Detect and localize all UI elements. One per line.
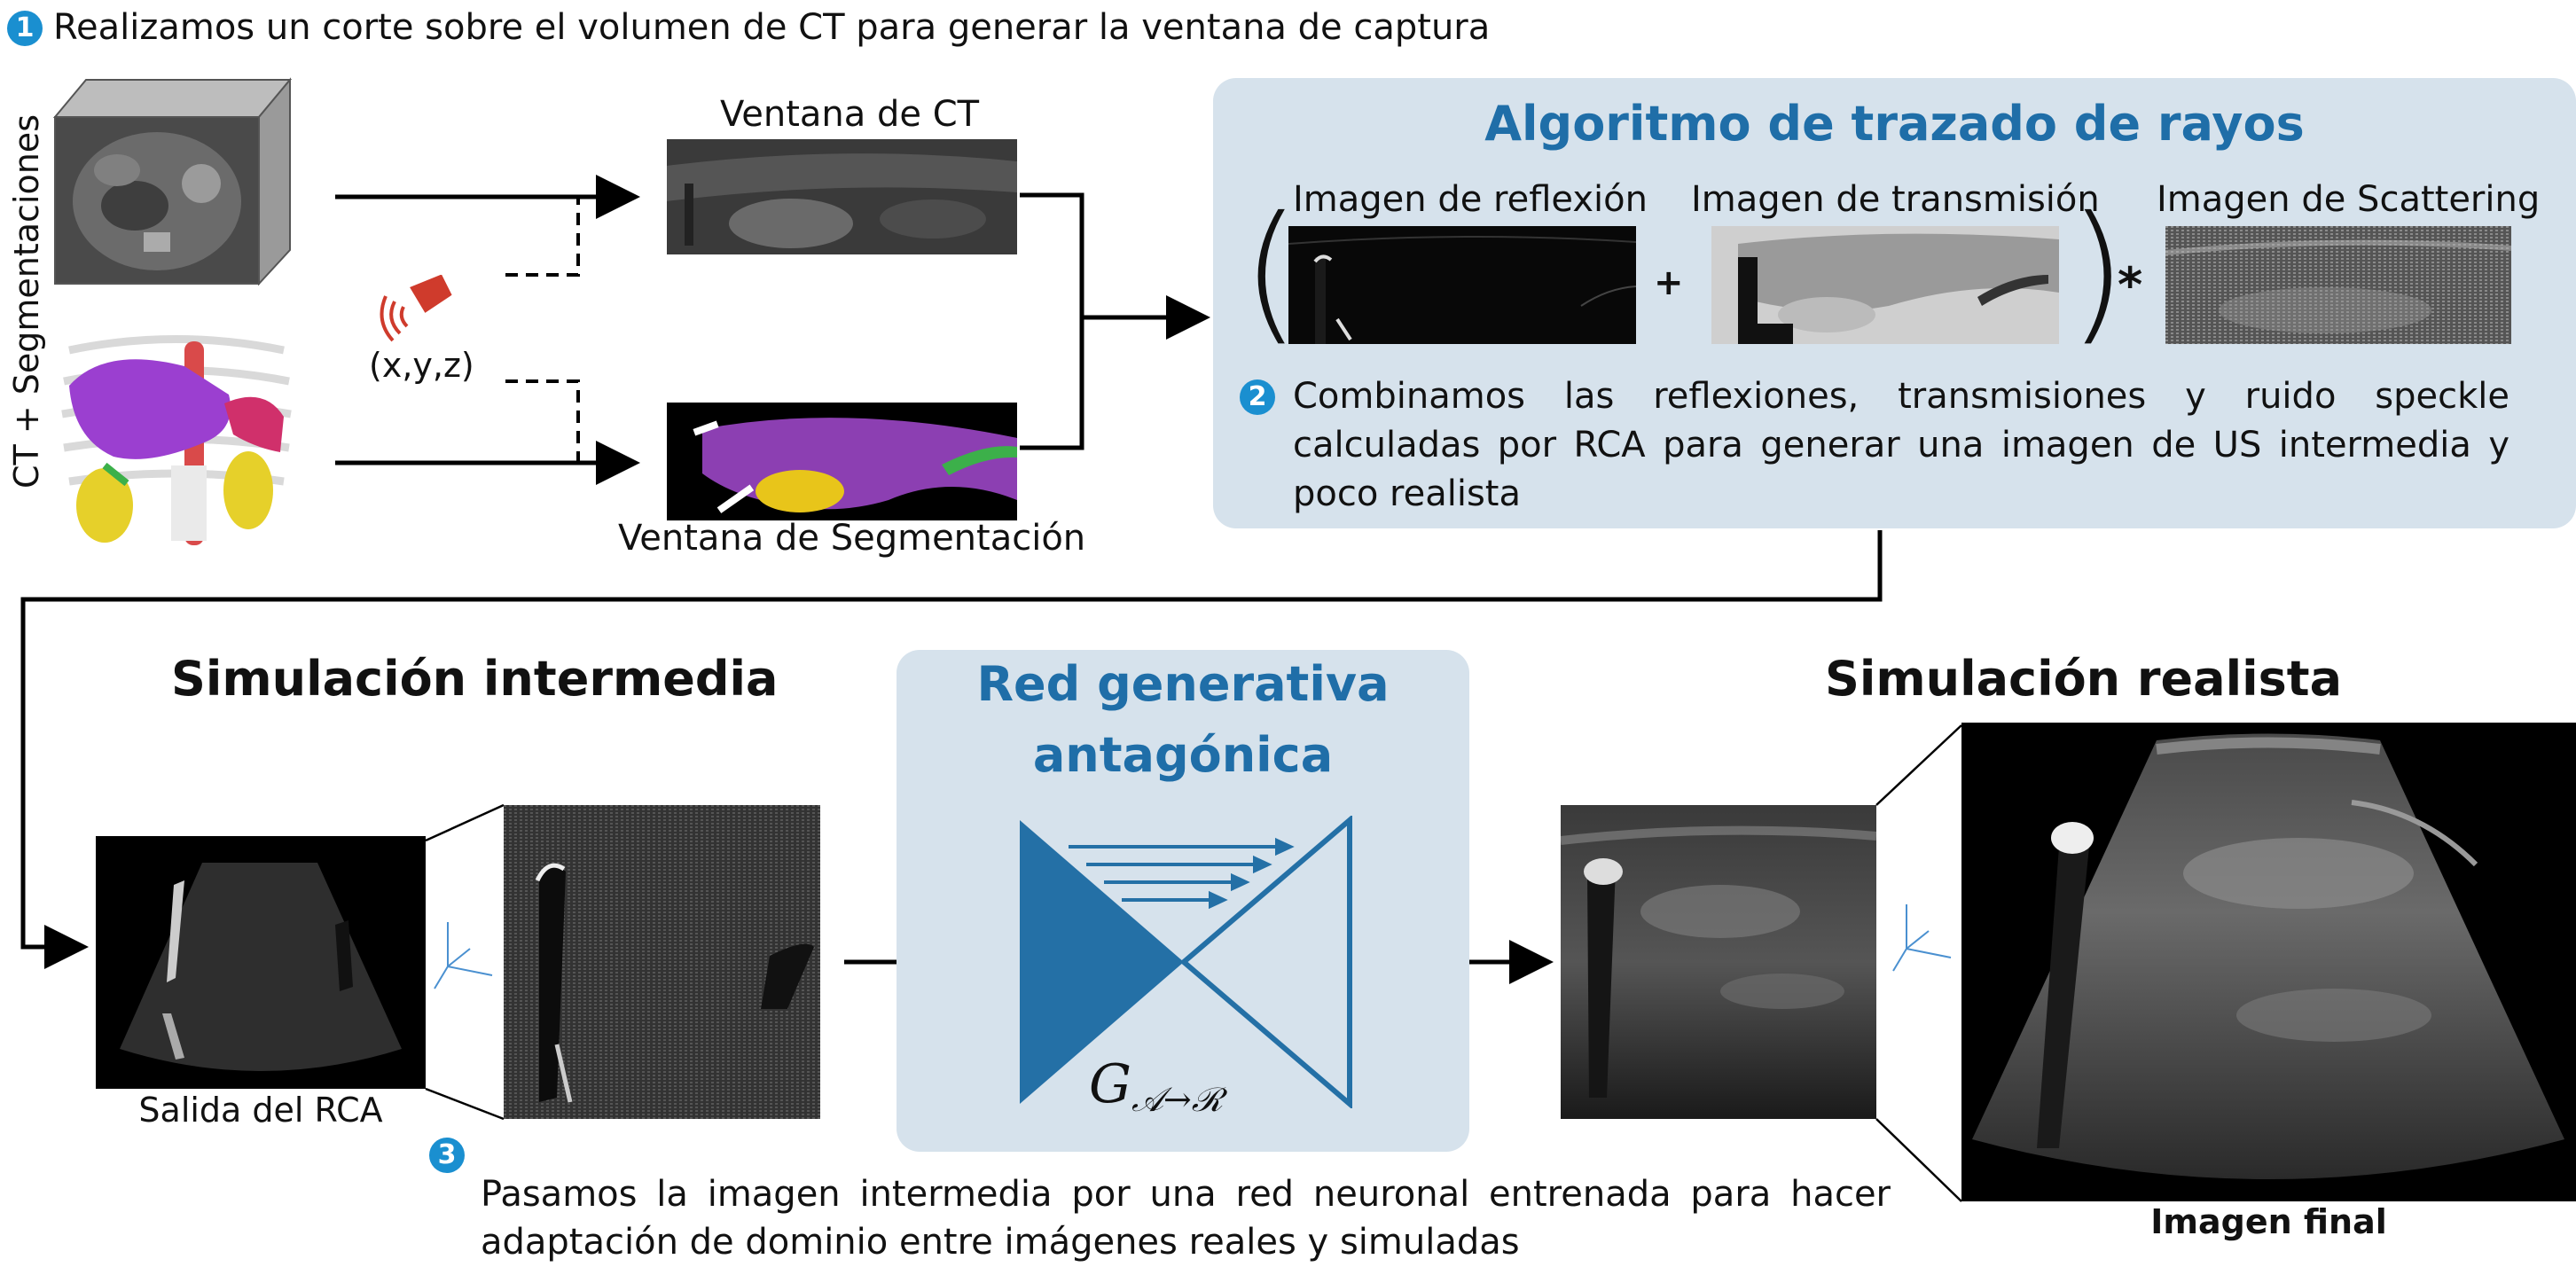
ct-window-image [667, 139, 1017, 254]
seg-window-label: Ventana de Segmentación [618, 518, 1086, 559]
step-1-text: Realizamos un corte sobre el volumen de … [53, 7, 1491, 48]
transmission-image [1711, 226, 2059, 344]
zoom-line-top-right [1875, 724, 1962, 806]
rca-output-image [96, 836, 426, 1089]
intermediate-title: Simulación intermedia [171, 651, 779, 707]
step-3-badge: 3 [429, 1138, 465, 1173]
gan-formula-main: G [1089, 1053, 1131, 1115]
final-image [1961, 723, 2576, 1201]
connector-seg-window [1020, 317, 1084, 450]
ct-window-label: Ventana de CT [720, 94, 980, 135]
reflection-label: Imagen de reflexión [1293, 179, 1648, 220]
close-paren: ) [2068, 184, 2127, 360]
seg-window-image [667, 403, 1017, 520]
axes-icon-right [1892, 904, 1952, 972]
zoom-line-top-left [425, 803, 505, 842]
dashed-probe-link-top [505, 197, 580, 277]
plus-sign: + [1654, 262, 1684, 303]
transmission-label: Imagen de transmisión [1691, 179, 2100, 220]
step-2-badge: 2 [1240, 379, 1275, 415]
organ-model-icon [61, 335, 292, 545]
side-label: CT + Segmentaciones [7, 114, 46, 489]
probe-coords: (x,y,z) [369, 346, 474, 385]
raytrace-title: Algoritmo de trazado de rayos [1484, 96, 2305, 152]
gan-formula: G𝒜→ℛ [1089, 1053, 1223, 1120]
axes-icon [434, 922, 493, 989]
dashed-probe-link-bottom [505, 379, 580, 463]
probe-icon [380, 275, 452, 342]
connector-ct-window [1020, 192, 1084, 317]
reflection-image [1288, 226, 1636, 344]
realistic-title: Simulación realista [1825, 651, 2343, 707]
times-sign: * [2118, 257, 2143, 313]
gan-formula-subscript: 𝒜→ℛ [1131, 1080, 1224, 1119]
rca-output-caption: Salida del RCA [138, 1091, 383, 1130]
zoom-line-bottom-right [1875, 1118, 1962, 1202]
zoom-line-bottom-left [425, 1087, 505, 1121]
gan-network-icon [1020, 816, 1352, 1108]
gan-title-line2: antagónica [1032, 727, 1334, 783]
ct-volume-icon [52, 77, 293, 285]
final-image-caption: Imagen final [2150, 1202, 2387, 1241]
intermediate-zoom-image [504, 805, 820, 1119]
realistic-crop-image [1561, 805, 1876, 1119]
step-3-text: Pasamos la imagen intermedia por una red… [481, 1174, 1891, 1263]
scattering-label: Imagen de Scattering [2157, 179, 2541, 220]
step-2-text: Combinamos las reflexiones, transmisione… [1293, 376, 2509, 514]
step-1-badge: 1 [7, 11, 43, 46]
gan-title-line1: Red generativa [976, 656, 1390, 712]
connector-raytrace-to-intermediate [20, 530, 1883, 969]
scattering-image [2165, 226, 2511, 344]
